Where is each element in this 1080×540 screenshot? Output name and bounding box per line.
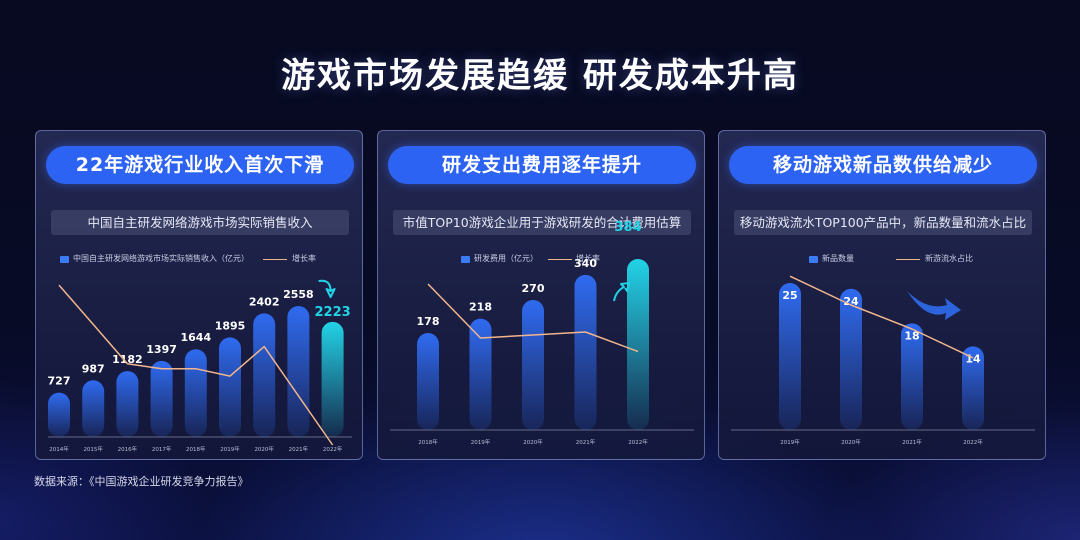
data-label: 178 — [417, 315, 440, 328]
data-label: 18 — [904, 329, 919, 342]
tick-label: 2019年 — [780, 438, 800, 446]
chart-legend: 研发费用（亿元） 增长率 — [378, 253, 704, 267]
bar — [287, 306, 310, 437]
tick-label: 2022年 — [323, 445, 343, 453]
tick-label: 2022年 — [628, 438, 648, 446]
tick-label: 2021年 — [289, 445, 309, 453]
panel-subtitle: 移动游戏流水TOP100产品中，新品数量和流水占比 — [734, 210, 1032, 235]
growth-line — [58, 284, 334, 446]
data-label: 25 — [782, 289, 797, 302]
data-label: 727 — [48, 375, 71, 388]
data-label: 2223 — [315, 305, 351, 320]
chart-panel-rd-expense: 研发支出费用逐年提升 市值TOP10游戏企业用于游戏研发的合计费用估算 研发费用… — [377, 130, 705, 460]
source-note: 数据来源：《中国游戏企业研发竞争力报告》 — [34, 475, 249, 488]
bar — [840, 288, 862, 430]
tick-label: 2019年 — [220, 445, 240, 453]
legend-line-label: 增长率 — [576, 254, 600, 263]
page-title: 游戏市场发展趋缓 研发成本升高 — [281, 56, 799, 96]
legend-bar-swatch — [809, 256, 818, 263]
data-label: 1644 — [180, 331, 211, 344]
chart-panel-revenue: 22年游戏行业收入首次下滑 中国自主研发网络游戏市场实际销售收入 中国自主研发网… — [35, 130, 363, 460]
panel-subtitle: 市值TOP10游戏企业用于游戏研发的合计费用估算 — [393, 210, 691, 235]
tick-label: 2020年 — [254, 445, 274, 453]
bar — [116, 371, 139, 437]
tick-label: 2018年 — [418, 438, 438, 446]
tick-label: 2017年 — [152, 445, 172, 453]
chart-legend: 新品数量 新游流水占比 — [719, 253, 1045, 267]
legend-bar-label: 研发费用（亿元） — [474, 254, 538, 263]
data-label: 340 — [574, 257, 597, 270]
legend-line-swatch — [263, 259, 287, 260]
trend-down-arrow-icon — [907, 291, 961, 320]
bar — [82, 380, 105, 437]
tick-label: 2021年 — [902, 438, 922, 446]
chart-legend: 中国自主研发网络游戏市场实际销售收入（亿元） 增长率 — [36, 253, 362, 267]
legend-bar-swatch — [60, 256, 69, 263]
chart-canvas: 727 2014年 987 2015年 1182 2016年 1397 2017年 1644 20… — [48, 279, 352, 453]
data-label: 384 — [614, 220, 641, 235]
tick-label: 2015年 — [83, 445, 103, 453]
data-label: 1397 — [146, 343, 177, 356]
bar — [627, 259, 649, 430]
growth-line — [789, 275, 974, 359]
data-label: 218 — [469, 301, 492, 314]
trend-down-arrow-icon — [318, 279, 336, 298]
panel-header: 22年游戏行业收入首次下滑 — [46, 146, 354, 184]
tick-label: 2014年 — [49, 445, 69, 453]
legend-line-label: 增长率 — [292, 254, 316, 263]
data-label: 270 — [522, 282, 545, 295]
data-label: 14 — [965, 352, 981, 365]
legend-bar-swatch — [461, 256, 470, 263]
bar — [574, 274, 597, 430]
bar — [253, 313, 276, 437]
data-label: 987 — [82, 362, 105, 375]
bar — [48, 392, 70, 437]
legend-line-swatch — [548, 259, 572, 260]
bar — [321, 321, 344, 437]
tick-label: 2022年 — [963, 438, 983, 446]
bar — [417, 333, 439, 430]
bar — [184, 349, 207, 437]
legend-line-label: 新游流水占比 — [925, 254, 973, 263]
data-label: 2402 — [249, 295, 280, 308]
tick-label: 2021年 — [576, 438, 596, 446]
panel-header: 研发支出费用逐年提升 — [388, 146, 696, 184]
tick-label: 2018年 — [186, 445, 206, 453]
tick-label: 2020年 — [523, 438, 543, 446]
data-label: 1895 — [215, 319, 246, 332]
legend-bar-label: 中国自主研发网络游戏市场实际销售收入（亿元） — [73, 254, 249, 263]
tick-label: 2020年 — [841, 438, 861, 446]
data-label: 1182 — [112, 353, 143, 366]
legend-line-swatch — [896, 259, 920, 260]
chart-panel-new-games: 移动游戏新品数供给减少 移动游戏流水TOP100产品中，新品数量和流水占比 新品… — [718, 130, 1046, 460]
bar — [901, 323, 923, 430]
trend-up-arrow-icon — [613, 282, 630, 302]
chart-canvas: 178 2018年 218 2019年 270 2020年 340 2021年 384 2022年 — [390, 220, 694, 446]
tick-label: 2016年 — [118, 445, 138, 453]
legend-bar-label: 新品数量 — [822, 254, 854, 263]
panel-subtitle: 中国自主研发网络游戏市场实际销售收入 — [51, 210, 349, 235]
growth-line — [427, 283, 639, 353]
bar — [469, 318, 492, 430]
bar — [779, 283, 801, 430]
tick-label: 2019年 — [471, 438, 491, 446]
data-label: 2558 — [283, 288, 314, 301]
panel-header: 移动游戏新品数供给减少 — [729, 146, 1037, 184]
bar — [219, 337, 241, 437]
bar — [522, 299, 544, 430]
bar — [150, 360, 173, 437]
data-label: 24 — [843, 295, 859, 308]
bar — [962, 346, 984, 430]
chart-canvas: 25 2019年 24 2020年 18 2021年 14 2022年 — [731, 275, 1035, 446]
